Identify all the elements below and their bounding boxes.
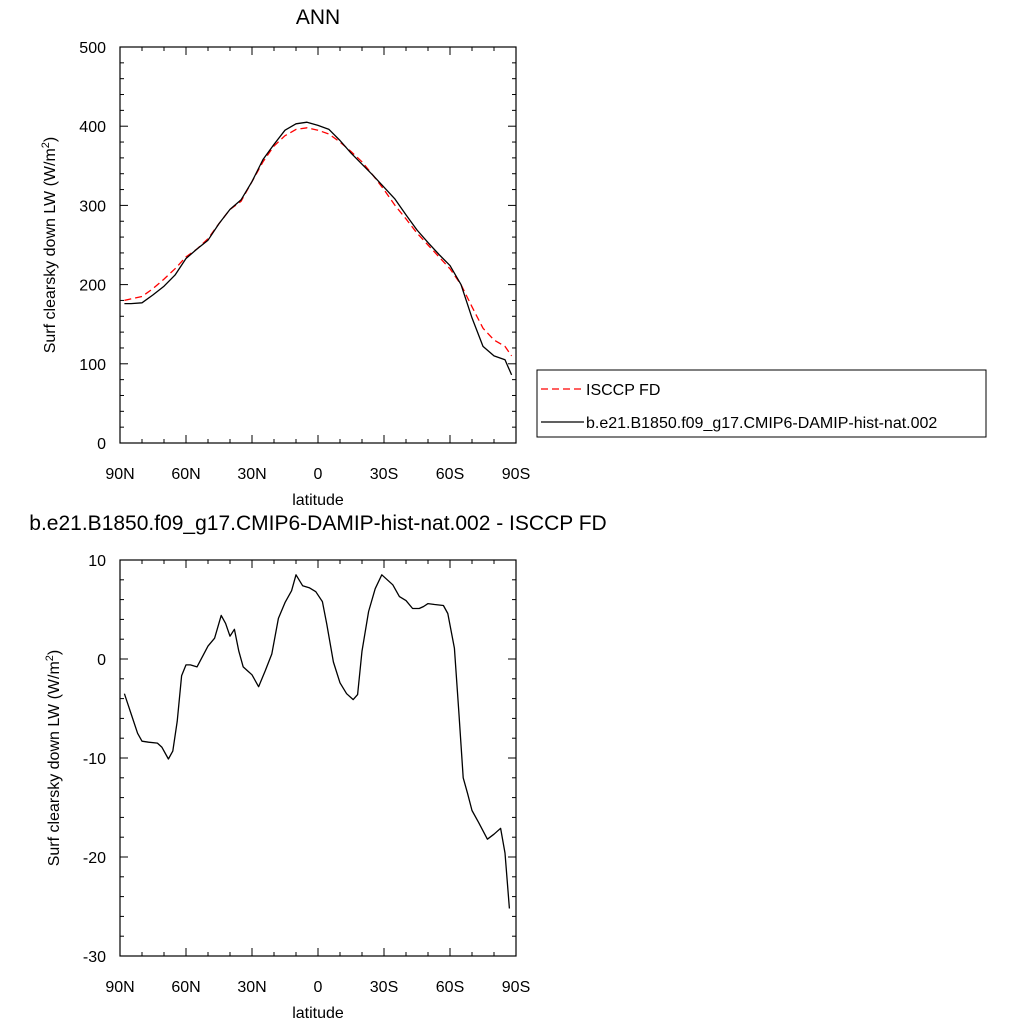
top-ytick-label: 100 [79, 357, 106, 374]
top-xtick-label: 90S [502, 466, 530, 483]
legend-label-model: b.e21.B1850.f09_g17.CMIP6-DAMIP-hist-nat… [586, 415, 937, 432]
bottom-chart-title: b.e21.B1850.f09_g17.CMIP6-DAMIP-hist-nat… [29, 512, 606, 535]
bottom-ytick-label: 0 [97, 652, 106, 669]
bottom-xtick-label: 30S [370, 979, 398, 996]
bottom-xtick-label: 90S [502, 979, 530, 996]
bottom-xtick-label: 90N [105, 979, 134, 996]
bottom-xtick-label: 30N [237, 979, 266, 996]
top-ytick-label: 500 [79, 40, 106, 57]
top-ytick-label: 300 [79, 198, 106, 215]
bottom-series-line-0 [123, 574, 511, 909]
top-series-line-1 [124, 121, 513, 376]
legend-box [536, 369, 987, 438]
bottom-chart-axes: -30 -20 -10 0 10 90N 60N 30N 0 30S 60S 90S [83, 553, 530, 996]
top-ytick-label: 400 [79, 119, 106, 136]
bottom-ytick-label: 10 [88, 553, 106, 570]
top-xtick-label: 30N [237, 466, 266, 483]
top-xtick-label: 30S [370, 466, 398, 483]
top-chart-title: ANN [296, 6, 340, 29]
top-ytick-label: 200 [79, 278, 106, 295]
top-xtick-label: 0 [314, 466, 323, 483]
bottom-plot-frame [119, 559, 517, 957]
bottom-xtick-label: 60N [171, 979, 200, 996]
top-xtick-label: 60S [436, 466, 464, 483]
top-plot-frame [119, 46, 517, 444]
bottom-xtick-label: 60S [436, 979, 464, 996]
bottom-chart-ylabel: Surf clearsky down LW (W/m2) [44, 650, 63, 867]
top-ytick-label: 0 [97, 436, 106, 453]
bottom-chart: b.e21.B1850.f09_g17.CMIP6-DAMIP-hist-nat… [29, 512, 606, 1022]
top-chart-axes: 0 100 200 300 400 500 90N 60N 30N 0 30S 60S 90S [79, 40, 530, 483]
bottom-ytick-label: -30 [83, 949, 106, 966]
top-chart-series [124, 121, 513, 376]
legend-label-isccp: ISCCP FD [586, 382, 660, 399]
bottom-ytick-label: -20 [83, 850, 106, 867]
top-series-line-0 [124, 127, 513, 357]
top-chart-xlabel: latitude [292, 492, 344, 509]
legend: ISCCP FD b.e21.B1850.f09_g17.CMIP6-DAMIP… [536, 369, 987, 438]
bottom-xtick-label: 0 [314, 979, 323, 996]
bottom-chart-series [123, 574, 511, 909]
top-chart-ylabel: Surf clearsky down LW (W/m2) [40, 137, 59, 354]
bottom-chart-xlabel: latitude [292, 1005, 344, 1022]
bottom-ytick-label: -10 [83, 751, 106, 768]
top-xtick-label: 60N [171, 466, 200, 483]
top-xtick-label: 90N [105, 466, 134, 483]
